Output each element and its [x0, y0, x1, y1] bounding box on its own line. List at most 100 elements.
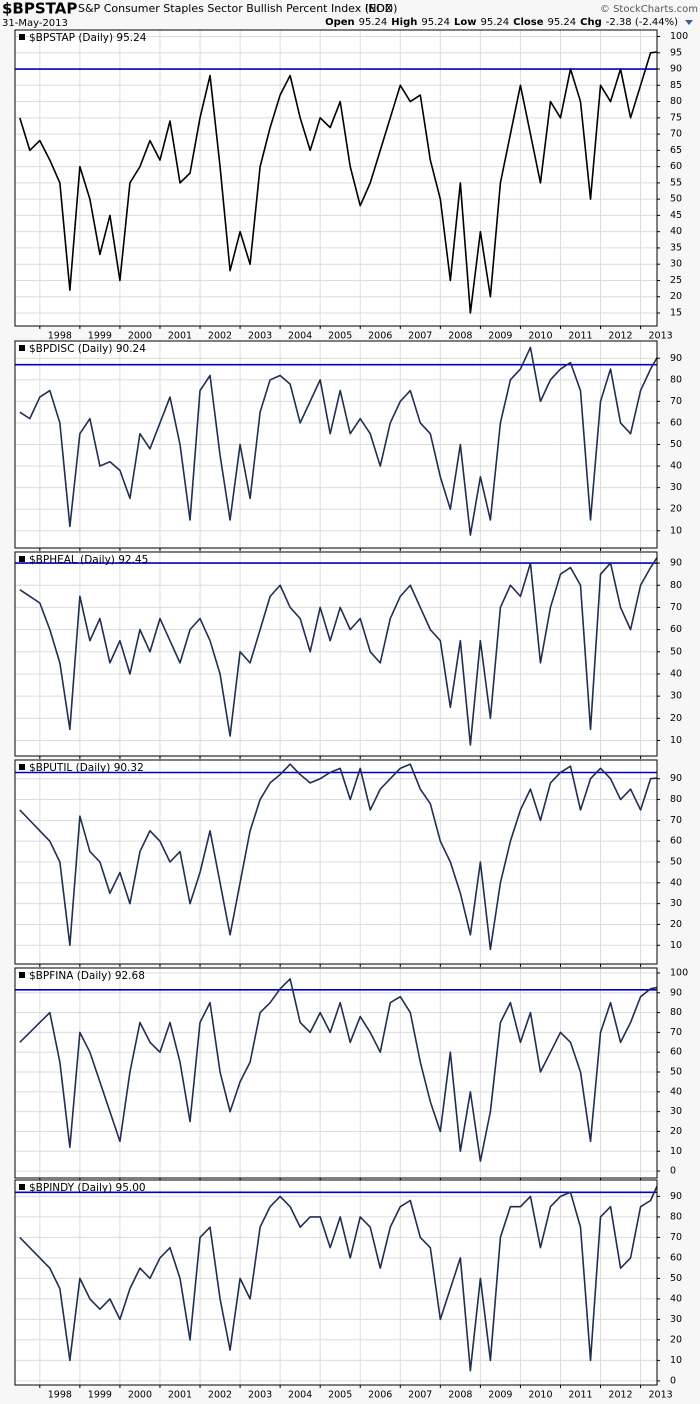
y-tick-label: 80: [670, 1211, 682, 1222]
quote-label: Low: [454, 17, 476, 28]
x-tick-label: 2005: [328, 331, 352, 342]
quote-value: 95.24: [480, 17, 509, 28]
quote-value: 95.24: [421, 17, 450, 28]
x-tick-label: 2003: [248, 1390, 272, 1401]
y-tick-label: 60: [670, 1047, 682, 1058]
panel-title: $BPDISC (Daily) 90.24: [29, 343, 146, 355]
date: 31-May-2013: [2, 18, 68, 29]
y-tick-label: 10: [670, 940, 682, 951]
x-tick-label: 2006: [368, 331, 392, 342]
y-tick-label: 80: [670, 96, 682, 107]
y-tick-label: 70: [670, 602, 682, 613]
title-marker: [19, 1184, 25, 1190]
y-tick-label: 35: [670, 242, 682, 253]
quote-value: -2.38 (-2.44%): [606, 17, 678, 28]
y-tick-label: 55: [670, 177, 682, 188]
y-tick-label: 40: [670, 226, 682, 237]
y-tick-label: 40: [670, 461, 682, 472]
x-tick-label: 2006: [368, 1390, 392, 1401]
x-tick-label: 2013: [648, 331, 672, 342]
y-tick-label: 100: [670, 967, 688, 978]
series-line: [19, 1185, 658, 1372]
x-tick-label: 2009: [488, 1390, 512, 1401]
y-tick-label: 90: [670, 1191, 682, 1202]
quote-value: 95.24: [359, 17, 388, 28]
x-tick-label: 1998: [48, 1390, 72, 1401]
panel-title: $BPINDY (Daily) 95.00: [29, 1182, 146, 1194]
y-tick-label: 40: [670, 1086, 682, 1097]
quote-label: Open: [325, 17, 355, 28]
y-tick-label: 90: [670, 987, 682, 998]
y-tick-label: 60: [670, 161, 682, 172]
title-marker: [19, 345, 25, 351]
panel: [15, 1180, 657, 1385]
title-marker: [19, 972, 25, 978]
panel-frame: [14, 1179, 658, 1386]
x-tick-label: 2002: [208, 1390, 232, 1401]
panel: [15, 968, 657, 1178]
x-tick-label: 2007: [408, 331, 432, 342]
y-tick-label: 50: [670, 439, 682, 450]
y-tick-label: 30: [670, 898, 682, 909]
quote-label: High: [391, 17, 417, 28]
y-tick-label: 30: [670, 1106, 682, 1117]
y-tick-label: 80: [670, 794, 682, 805]
quote-label: Chg: [580, 17, 602, 28]
panel: [15, 552, 657, 756]
series-line: [19, 763, 658, 951]
y-tick-label: 85: [670, 80, 682, 91]
y-tick-label: 90: [670, 64, 682, 75]
y-tick-label: 75: [670, 112, 682, 123]
y-tick-label: 20: [670, 713, 682, 724]
y-tick-label: 95: [670, 47, 682, 58]
x-tick-label: 1998: [48, 331, 72, 342]
x-tick-label: 2004: [288, 331, 312, 342]
y-tick-label: 0: [670, 1375, 676, 1386]
x-tick-label: 2008: [448, 331, 472, 342]
series-line: [19, 978, 658, 1162]
title-marker: [19, 556, 25, 562]
y-tick-label: 25: [670, 275, 682, 286]
x-tick-label: 2010: [528, 1390, 552, 1401]
y-tick-label: 60: [670, 417, 682, 428]
y-tick-label: 50: [670, 1067, 682, 1078]
y-tick-label: 10: [670, 525, 682, 536]
x-tick-label: 2000: [128, 1390, 152, 1401]
x-tick-label: 2013: [648, 1390, 672, 1401]
panel-frame: [14, 759, 658, 965]
x-tick-label: 1999: [88, 331, 112, 342]
x-tick-label: 2009: [488, 331, 512, 342]
x-tick-label: 2011: [568, 331, 592, 342]
y-tick-label: 70: [670, 1232, 682, 1243]
y-tick-label: 10: [670, 1146, 682, 1157]
y-tick-label: 70: [670, 1027, 682, 1038]
symbol: $BPSTAP: [2, 0, 77, 18]
y-tick-label: 0: [670, 1166, 676, 1177]
title-marker: [19, 34, 25, 40]
y-tick-label: 80: [670, 580, 682, 591]
quote-label: Close: [513, 17, 544, 28]
y-tick-label: 100: [670, 31, 688, 42]
x-tick-label: 2001: [168, 1390, 192, 1401]
y-tick-label: 60: [670, 836, 682, 847]
x-tick-label: 1999: [88, 1390, 112, 1401]
x-tick-label: 2012: [608, 331, 632, 342]
y-tick-label: 20: [670, 291, 682, 302]
dropdown-icon: [685, 20, 693, 25]
y-tick-label: 40: [670, 877, 682, 888]
y-tick-label: 50: [670, 646, 682, 657]
y-tick-label: 10: [670, 1355, 682, 1366]
y-tick-label: 15: [670, 307, 682, 318]
y-tick-label: 70: [670, 396, 682, 407]
index-name: S&P Consumer Staples Sector Bullish Perc…: [78, 2, 397, 15]
x-tick-label: 2007: [408, 1390, 432, 1401]
series-line: [19, 346, 658, 536]
series-line: [19, 51, 658, 314]
y-tick-label: 50: [670, 1273, 682, 1284]
x-tick-label: 2005: [328, 1390, 352, 1401]
y-tick-label: 90: [670, 558, 682, 569]
x-tick-label: 2011: [568, 1390, 592, 1401]
title-marker: [19, 764, 25, 770]
x-tick-label: 2000: [128, 331, 152, 342]
